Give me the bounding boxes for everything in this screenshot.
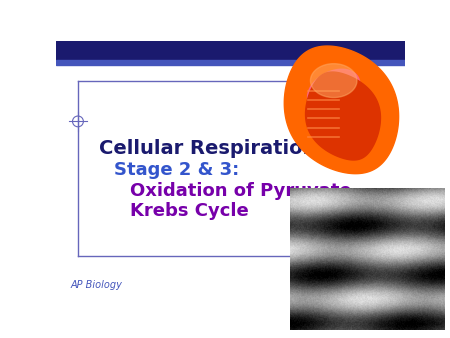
Text: Krebs Cycle: Krebs Cycle: [130, 202, 248, 220]
Text: Oxidation of Pyruvate: Oxidation of Pyruvate: [130, 183, 351, 200]
Polygon shape: [310, 64, 357, 98]
Bar: [56, 41, 405, 60]
Text: Cellular Respiration: Cellular Respiration: [99, 139, 316, 158]
Text: AP Biology: AP Biology: [70, 281, 122, 290]
Polygon shape: [307, 69, 360, 112]
Polygon shape: [306, 72, 380, 160]
Polygon shape: [284, 46, 399, 174]
Bar: [56, 60, 405, 65]
Text: Stage 2 & 3:: Stage 2 & 3:: [114, 161, 239, 179]
